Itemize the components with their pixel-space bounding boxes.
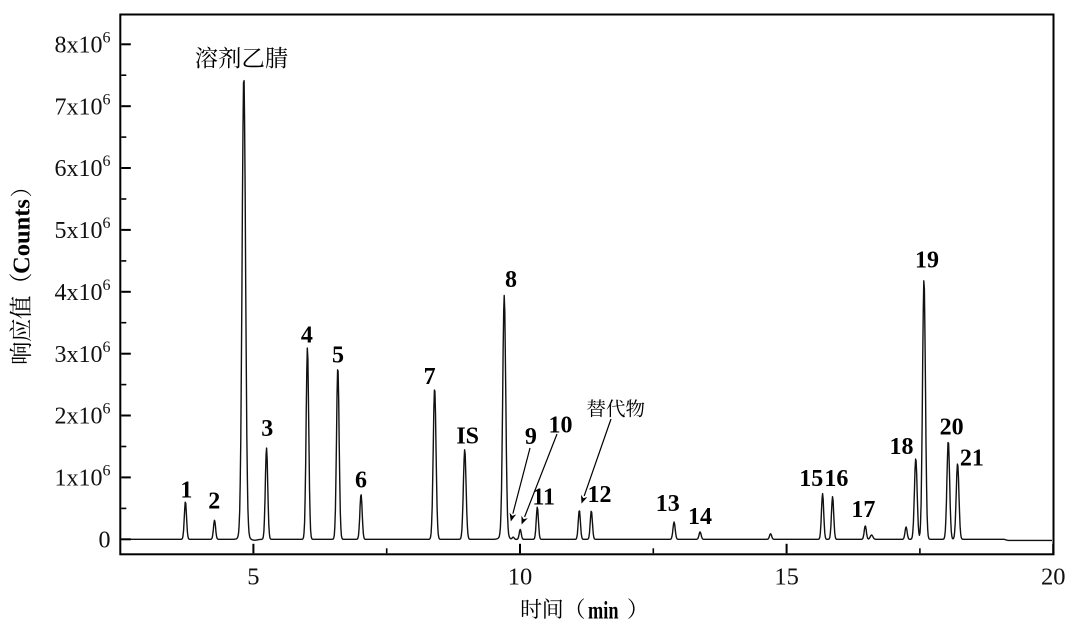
svg-text:16: 16 bbox=[824, 466, 848, 492]
svg-text:19: 19 bbox=[915, 248, 939, 274]
svg-text:15: 15 bbox=[774, 564, 799, 591]
svg-text:17: 17 bbox=[851, 497, 875, 523]
svg-text:5: 5 bbox=[332, 343, 344, 369]
svg-text:18: 18 bbox=[890, 434, 914, 460]
svg-text:2: 2 bbox=[208, 489, 220, 515]
svg-text:11: 11 bbox=[532, 485, 555, 511]
svg-text:1: 1 bbox=[180, 478, 192, 504]
svg-text:IS: IS bbox=[456, 424, 479, 450]
svg-text:6x106: 6x106 bbox=[55, 153, 111, 182]
svg-text:5x106: 5x106 bbox=[55, 215, 111, 244]
svg-text:4: 4 bbox=[301, 323, 313, 349]
svg-text:0: 0 bbox=[99, 528, 111, 554]
svg-text:7x106: 7x106 bbox=[55, 91, 111, 120]
svg-text:13: 13 bbox=[656, 491, 680, 517]
svg-text:8x106: 8x106 bbox=[55, 30, 111, 59]
svg-text:4x106: 4x106 bbox=[55, 277, 111, 306]
svg-text:5: 5 bbox=[247, 564, 259, 591]
svg-text:20: 20 bbox=[1041, 564, 1066, 591]
svg-text:21: 21 bbox=[960, 446, 984, 472]
svg-text:12: 12 bbox=[588, 482, 612, 508]
svg-text:20: 20 bbox=[940, 415, 964, 441]
svg-text:1x106: 1x106 bbox=[55, 463, 111, 492]
svg-text:2x106: 2x106 bbox=[55, 401, 111, 430]
svg-text:7: 7 bbox=[424, 364, 436, 390]
svg-text:3x106: 3x106 bbox=[55, 339, 111, 368]
svg-text:14: 14 bbox=[688, 504, 712, 530]
svg-text:10: 10 bbox=[508, 564, 533, 591]
svg-text:10: 10 bbox=[549, 413, 573, 439]
svg-text:min: min bbox=[588, 597, 619, 624]
svg-text:15: 15 bbox=[799, 466, 823, 492]
svg-text:Counts: Counts bbox=[8, 199, 35, 274]
svg-text:9: 9 bbox=[525, 424, 537, 450]
svg-text:8: 8 bbox=[505, 267, 517, 293]
svg-text:3: 3 bbox=[261, 416, 273, 442]
svg-text:6: 6 bbox=[355, 468, 367, 494]
